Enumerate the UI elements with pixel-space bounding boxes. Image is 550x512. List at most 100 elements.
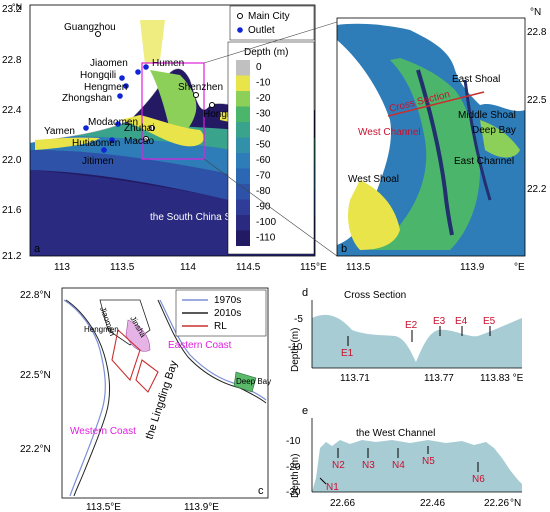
city-label-guangzhou: Guangzhou <box>64 22 116 33</box>
legend-main-city: Main City <box>248 11 290 22</box>
outlet-yamen <box>83 125 89 131</box>
depth-tick-label: -50 <box>256 140 271 151</box>
marker-n2: N2 <box>332 460 345 471</box>
panel-a-lon-tick: 113 <box>54 262 70 273</box>
depth-tick-label: -80 <box>256 186 271 197</box>
depth-tick-label: -60 <box>256 155 271 166</box>
marker-e5: E5 <box>483 316 496 327</box>
panel-a-frame <box>29 4 316 257</box>
panel-e-ytick: -20 <box>286 462 301 473</box>
zoom-connector-top <box>203 21 338 64</box>
outlet-label-humen: Humen <box>152 58 184 69</box>
marker-n1: N1 <box>326 482 339 493</box>
coast-2010s-west <box>65 299 111 497</box>
city-label-zhuhai: Zhuhai <box>124 123 155 134</box>
legend-label: RL <box>214 321 227 332</box>
depth-swatch <box>236 184 250 200</box>
panel-c-lat-tick: 22.8°N <box>20 290 51 301</box>
estuary-sand <box>120 115 204 147</box>
sea-label: the South China Sea <box>150 212 243 223</box>
panel-c-lat-tick: 22.5°N <box>20 370 51 381</box>
depth-tick-label: -40 <box>256 124 271 135</box>
north-sand <box>140 20 165 65</box>
depth-swatch <box>236 230 250 246</box>
depth-tick-label: -90 <box>256 202 271 213</box>
marker-n4: N4 <box>392 460 405 471</box>
outlet-label-zhongshan: Zhongshan <box>62 93 112 104</box>
legend-label: 2010s <box>214 308 241 319</box>
panel-e-title: the West Channel <box>356 428 435 439</box>
zoom-connector-bottom <box>203 158 338 257</box>
marker-e1: E1 <box>341 348 354 359</box>
marker-e3: E3 <box>433 316 446 327</box>
panel-b-frame <box>336 17 526 257</box>
study-area-box <box>141 62 205 160</box>
outlet-modaomen <box>115 121 121 127</box>
panel-d-ytick: -5 <box>294 314 303 325</box>
arrow-n1 <box>319 477 327 485</box>
marker-n6: N6 <box>472 474 485 485</box>
city-label-macao: Macao <box>124 136 154 147</box>
west-coast-sand <box>35 137 100 150</box>
panel-c-lat-tick: 22.2°N <box>20 444 51 455</box>
city-label-hongkong: Hongkong <box>203 109 249 120</box>
outlet-markers <box>83 64 149 153</box>
outlet-label-hutiaomen: Hutiaomen <box>72 138 120 149</box>
east-channel-line <box>463 79 492 201</box>
city-label-shenzhen: Shenzhen <box>178 82 223 93</box>
cross-section-profile <box>312 314 522 368</box>
panel-b-lon-tick: 113.5 <box>346 262 371 273</box>
depth-swatch <box>236 199 250 215</box>
panel-e-ytick: -30 <box>286 487 301 498</box>
city-marker-guangzhou <box>95 31 101 37</box>
rl-polygon-2 <box>135 359 159 393</box>
depth-tick-label: -100 <box>256 217 276 228</box>
estuary-shoal <box>150 70 197 135</box>
label-west-shoal: West Shoal <box>348 174 399 185</box>
panel-d: d Cross Section Depth (m) -5 -10 113.71 … <box>288 287 524 384</box>
label-east-channel: East Channel <box>454 156 514 167</box>
marker-n3: N3 <box>362 460 375 471</box>
outlet-humen <box>143 64 149 70</box>
panel-b-lat-tick: 22.2 <box>527 184 547 195</box>
panel-d-ytick: -10 <box>288 342 303 353</box>
panel-a-lon-tick: 113.5 <box>110 262 135 273</box>
legend-outlet: Outlet <box>248 25 275 36</box>
panel-b-lat-tick: 22.8 <box>527 27 547 38</box>
outlet-zhongshan <box>117 93 123 99</box>
panel-e-letter: e <box>302 405 308 417</box>
panel-c-legend-items: 1970s 2010s RL <box>182 295 241 332</box>
depth-swatch <box>236 91 250 107</box>
depth-swatch <box>236 168 250 184</box>
marker-n5: N5 <box>422 456 435 467</box>
panel-e-xtick: 22.66 <box>330 498 355 509</box>
panel-a-letter: a <box>34 243 41 255</box>
rl-polygon-1 <box>111 328 141 382</box>
panel-c-lon-tick: 113.5°E <box>86 502 121 512</box>
panel-a-lat-tick: 23.2 <box>2 4 22 15</box>
label-deep-bay: Deep Bay <box>472 125 516 136</box>
panel-d-ylabel: Depth (m) <box>290 328 301 372</box>
outlet-label-hongqili: Hongqili <box>80 70 116 81</box>
panel-e: e the West Channel Depth (m) -10 -20 -30… <box>286 405 522 509</box>
depth-swatch <box>236 137 250 153</box>
panel-a-lat-tick: 21.2 <box>2 251 22 262</box>
panel-d-xtick: 113.83 °E <box>480 373 524 384</box>
coast-2010s-east <box>157 299 267 404</box>
outlet-jiaomen <box>135 69 141 75</box>
label-deep-bay-c: Deep Bay <box>236 377 271 386</box>
depth-swatch <box>236 215 250 231</box>
depth-tick-label: -30 <box>256 109 271 120</box>
panel-a-lon-tick: 115°E <box>300 262 327 273</box>
outlet-hongqili <box>119 75 125 81</box>
panel-b-land-north <box>337 18 525 112</box>
city-marker-hongkong <box>209 102 215 108</box>
panel-b-deep-bay-shoal <box>480 120 520 158</box>
coast-1970s-east <box>159 299 267 401</box>
label-western-coast: Western Coast <box>70 426 136 437</box>
outlet-label-hengmen: Hengmen <box>84 82 127 93</box>
panel-e-xunit: °N <box>510 498 521 509</box>
depth-swatch <box>236 75 250 91</box>
panel-e-ylabel: Depth (m) <box>290 454 301 498</box>
